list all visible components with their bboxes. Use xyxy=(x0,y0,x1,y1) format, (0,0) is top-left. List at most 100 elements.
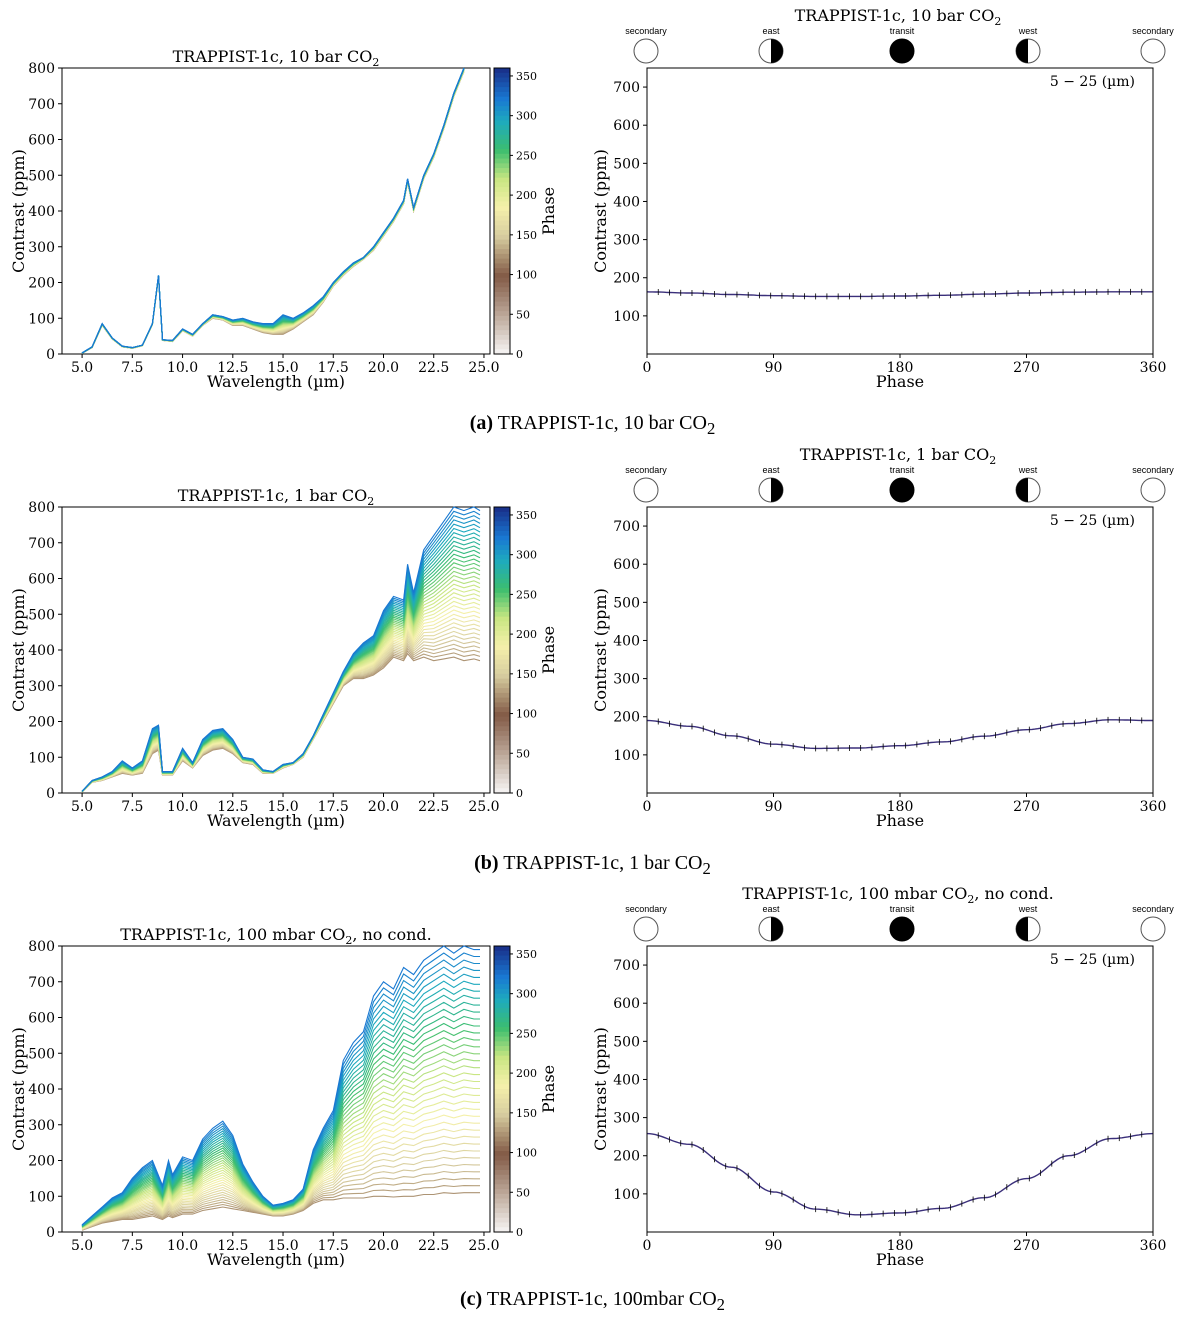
colorbar-segment xyxy=(494,640,510,646)
title-sub: 2 xyxy=(967,893,974,906)
x-axis-label: Phase xyxy=(876,372,924,391)
colorbar-segment xyxy=(494,129,510,136)
colorbar-segment xyxy=(494,225,510,231)
y-tick-label: 200 xyxy=(613,1149,640,1165)
colorbar-segment xyxy=(494,1036,510,1042)
colorbar-frame xyxy=(493,67,511,355)
y-tick-label: 400 xyxy=(613,633,640,649)
colorbar-segment xyxy=(494,597,510,603)
x-tick-label: 20.0 xyxy=(368,799,399,815)
colorbar-segment xyxy=(494,263,510,269)
colorbar-segment xyxy=(494,516,510,522)
y-tick-label: 0 xyxy=(46,786,55,802)
colorbar-segment xyxy=(494,750,510,756)
half-phase-shade xyxy=(771,478,783,502)
y-axis-label: Contrast (ppm) xyxy=(591,588,610,712)
colorbar-segment xyxy=(494,301,510,307)
y-tick-label: 600 xyxy=(28,572,55,588)
x-tick-label: 7.5 xyxy=(121,1238,143,1254)
colorbar-segment xyxy=(494,172,510,179)
colorbar-segment xyxy=(494,702,510,708)
phase-icon-label: east xyxy=(762,26,780,36)
colorbar-segment xyxy=(494,158,510,164)
colorbar-segment xyxy=(494,1189,510,1195)
colorbar-segment xyxy=(494,1108,510,1114)
colorbar-segment xyxy=(494,630,510,637)
spectrum-line xyxy=(81,506,481,792)
colorbar-segment xyxy=(494,650,510,656)
phase-icon-label: secondary xyxy=(1132,465,1174,475)
colorbar-segment xyxy=(494,988,510,995)
y-tick-label: 700 xyxy=(613,80,640,96)
caption-a: (a) TRAPPIST-1c, 10 bar CO2 xyxy=(0,412,1185,439)
colorbar-segment xyxy=(494,244,510,250)
colorbar-segment xyxy=(494,735,510,742)
x-tick-label: 20.0 xyxy=(368,360,399,376)
x-tick-label: 180 xyxy=(887,360,914,376)
colorbar-tick-label: 300 xyxy=(516,549,537,562)
colorbar-segment xyxy=(494,1174,510,1181)
colorbar-segment xyxy=(494,788,510,794)
caption-sub: 2 xyxy=(716,1295,725,1314)
colorbar-segment xyxy=(494,287,510,293)
colorbar-segment xyxy=(494,707,510,713)
spectrum-chart: 5.0 7.5 10.0 12.5 15.0 17.5 20.0 22.5 25.0 0 100 20… xyxy=(9,939,558,1269)
x-tick-label: 25.0 xyxy=(468,360,499,376)
x-tick-label: 10.0 xyxy=(167,1238,198,1254)
colorbar-segment xyxy=(494,1127,510,1133)
x-tick-label: 180 xyxy=(887,799,914,815)
title-sub: 2 xyxy=(367,495,374,508)
colorbar-tick-label: 100 xyxy=(516,269,537,282)
colorbar-segment xyxy=(494,1050,510,1057)
caption-letter: (a) xyxy=(469,412,494,434)
colorbar-segment xyxy=(494,688,510,694)
x-axis-label: Phase xyxy=(876,811,924,830)
phase-icon-label: east xyxy=(762,904,780,914)
title-main: TRAPPIST-1c, 1 bar CO xyxy=(178,486,368,505)
colorbar-segment xyxy=(494,344,510,350)
x-tick-label: 22.5 xyxy=(418,1238,449,1254)
colorbar-segment xyxy=(494,1165,510,1171)
colorbar-segment xyxy=(494,1227,510,1233)
x-tick-label: 5.0 xyxy=(71,1238,93,1254)
x-tick-label: 12.5 xyxy=(217,799,248,815)
colorbar-segment xyxy=(494,993,510,1000)
half-phase-shade xyxy=(1016,478,1028,502)
wavelength-annotation: 5 − 25 (µm) xyxy=(1050,513,1135,529)
colorbar-segment xyxy=(494,1065,510,1071)
colorbar-segment xyxy=(494,549,510,556)
y-tick-label: 100 xyxy=(613,309,640,325)
phase-icon-label: east xyxy=(762,465,780,475)
colorbar-segment xyxy=(494,211,510,217)
y-tick-label: 400 xyxy=(28,1082,55,1098)
phase-icon-label: west xyxy=(1018,465,1038,475)
full-phase-icon xyxy=(633,38,659,64)
colorbar-segment xyxy=(494,120,510,126)
colorbar-segment xyxy=(494,950,510,957)
phase-curve-chart: 0 90 180 270 360 100 200 300 400 500 600 700 Phase Co… xyxy=(591,506,1166,830)
colorbar-segment xyxy=(494,296,510,303)
caption-c: (c) TRAPPIST-1c, 100mbar CO2 xyxy=(0,1288,1185,1315)
colorbar-tick-label: 0 xyxy=(516,348,523,361)
phase-icon-label: transit xyxy=(890,465,915,475)
y-tick-label: 700 xyxy=(28,97,55,113)
x-tick-label: 15.0 xyxy=(267,799,298,815)
y-tick-label: 500 xyxy=(613,595,640,611)
phase-icon-label: transit xyxy=(890,26,915,36)
x-tick-label: 22.5 xyxy=(418,799,449,815)
colorbar-segment xyxy=(494,573,510,580)
y-tick-label: 200 xyxy=(613,271,640,287)
colorbar-segment xyxy=(494,72,510,79)
colorbar-segment xyxy=(494,201,510,207)
caption-sub: 2 xyxy=(702,859,711,878)
colorbar-segment xyxy=(494,726,510,732)
colorbar-segment xyxy=(494,711,510,718)
colorbar-tick-label: 150 xyxy=(516,229,537,242)
colorbar-segment xyxy=(494,187,510,193)
colorbar-segment xyxy=(494,1155,510,1162)
x-axis-label: Phase xyxy=(876,1250,924,1269)
colorbar-segment xyxy=(494,1212,510,1219)
colorbar-segment xyxy=(494,974,510,980)
colorbar-segment xyxy=(494,1136,510,1143)
title-tail: , no cond. xyxy=(352,925,431,944)
